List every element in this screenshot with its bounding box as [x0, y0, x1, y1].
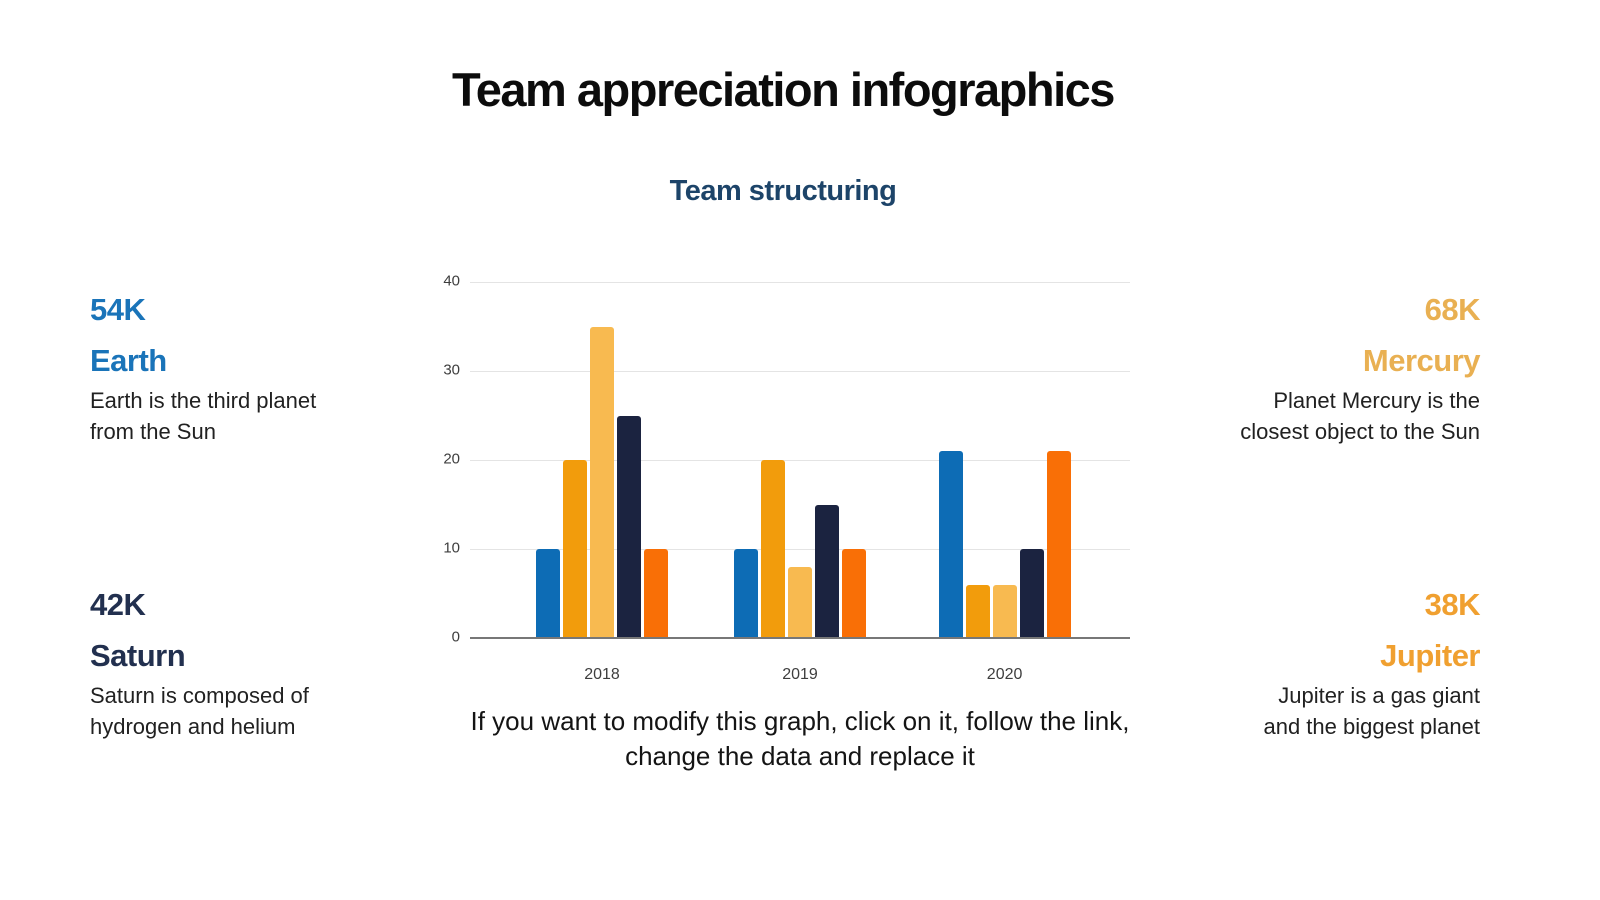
gridline [470, 371, 1130, 372]
stat-jupiter-name: Jupiter [1380, 638, 1480, 673]
y-tick-label: 20 [443, 450, 460, 468]
bar-series-2-2020 [965, 584, 990, 638]
bar-series-1-2019 [734, 549, 758, 638]
x-tick-label: 2019 [782, 666, 818, 683]
bar-group-2019 [734, 460, 866, 638]
y-tick-label: 0 [451, 628, 460, 646]
stat-earth-value: 54K [90, 292, 146, 327]
stat-jupiter-value: 38K [1424, 587, 1481, 622]
bar-series-2-2019 [761, 460, 785, 638]
bar-group-2020 [938, 451, 1071, 638]
gridline [470, 549, 1130, 550]
x-tick-label: 2018 [584, 666, 620, 683]
bar-series-3-2019 [788, 566, 812, 638]
stat-earth: 54K Earth Earth is the third planet from… [90, 293, 360, 447]
stat-mercury-description: Planet Mercury is the closest object to … [1240, 388, 1480, 444]
chart-caption: If you want to modify this graph, click … [470, 706, 1130, 771]
stat-jupiter: 38K Jupiter Jupiter is a gas giant and t… [1238, 588, 1480, 742]
bar-series-3-2020 [992, 584, 1017, 638]
bar-chart[interactable]: 0 10 20 30 40 2018 2019 2020 [443, 265, 1150, 685]
bar-series-1-2020 [938, 451, 963, 638]
gridline [470, 460, 1130, 461]
page-subtitle: Team structuring [669, 175, 897, 207]
stat-mercury-name: Mercury [1362, 343, 1481, 378]
x-tick-label: 2020 [986, 666, 1023, 683]
bar-series-5-2020 [1046, 451, 1071, 638]
bar-series-1-2018 [536, 549, 560, 638]
bar-series-2-2018 [563, 460, 587, 638]
bar-series-5-2018 [644, 549, 668, 638]
x-axis-line [470, 637, 1130, 639]
bar-series-3-2018 [590, 326, 614, 638]
stat-saturn-description: Saturn is composed of hydrogen and heliu… [90, 683, 309, 739]
stat-saturn-name: Saturn [90, 638, 186, 673]
chart-plot: 0 10 20 30 40 2018 2019 2020 [443, 273, 1130, 683]
y-tick-label: 40 [443, 272, 460, 290]
stat-jupiter-description: Jupiter is a gas giant and the biggest p… [1263, 683, 1480, 739]
y-tick-label: 10 [443, 539, 460, 557]
stat-mercury: 68K Mercury Planet Mercury is the closes… [1238, 293, 1480, 447]
y-tick-label: 30 [443, 361, 460, 379]
stat-earth-description: Earth is the third planet from the Sun [90, 388, 317, 444]
bar-series-4-2018 [617, 415, 641, 638]
bar-series-4-2020 [1019, 549, 1044, 638]
stat-saturn: 42K Saturn Saturn is composed of hydroge… [90, 588, 360, 742]
gridline [470, 282, 1130, 283]
stat-mercury-value: 68K [1424, 292, 1481, 327]
stat-earth-name: Earth [90, 343, 167, 378]
bar-series-5-2019 [842, 549, 866, 638]
bar-group-2018 [536, 326, 668, 638]
bar-series-4-2019 [815, 504, 839, 638]
page-title: Team appreciation infographics [452, 63, 1115, 116]
stat-saturn-value: 42K [90, 587, 146, 622]
